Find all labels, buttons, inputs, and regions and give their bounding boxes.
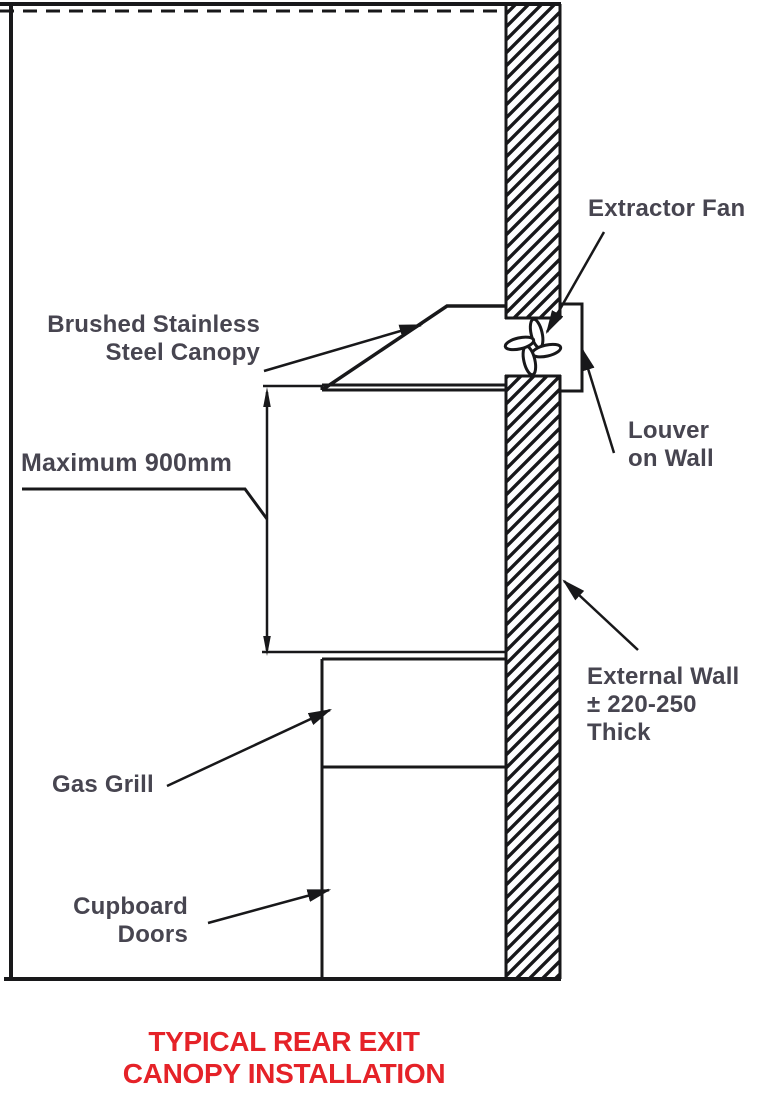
leader-extractor-fan <box>545 231 606 334</box>
gas-grill-label: Gas Grill <box>52 771 154 799</box>
external-wall-label: External Wall ± 220-250 Thick <box>587 663 739 747</box>
leader-cupboard-doors <box>207 888 332 925</box>
maximum-900mm-label: Maximum 900mm <box>21 449 232 477</box>
leader-external-wall <box>562 579 639 651</box>
top-boundary-line <box>0 2 561 13</box>
leader-canopy <box>263 323 424 373</box>
louver-outline <box>560 302 584 393</box>
grill-cabinet-outline <box>320 657 506 979</box>
louver-label: Louver on Wall <box>628 417 714 473</box>
dimension-900mm <box>22 384 505 656</box>
external-wall <box>504 4 562 979</box>
leader-gas-grill <box>166 708 333 788</box>
diagram-title: TYPICAL REAR EXIT CANOPY INSTALLATION <box>103 1026 465 1090</box>
cupboard-doors-label-line1: Cupboard <box>73 893 188 920</box>
diagram-title-line2: CANOPY INSTALLATION <box>122 1058 446 1089</box>
louver-label-line1: Louver <box>628 417 710 444</box>
extractor-fan-label-text: Extractor Fan <box>588 195 746 222</box>
canopy-label-line2: Steel Canopy <box>105 339 260 366</box>
cupboard-doors-label-line2: Doors <box>117 921 188 948</box>
maximum-900mm-label-text: Maximum 900mm <box>21 449 233 477</box>
cupboard-doors-label: Cupboard Doors <box>40 893 188 949</box>
canopy-label: Brushed Stainless Steel Canopy <box>40 311 260 367</box>
external-wall-label-line1: External Wall <box>587 663 740 690</box>
canopy-label-line1: Brushed Stainless <box>47 311 260 338</box>
louver-label-line2: on Wall <box>628 445 714 472</box>
extractor-fan-icon <box>503 317 563 377</box>
external-wall-label-line2: ± 220-250 <box>587 691 697 718</box>
leader-louver <box>580 346 616 454</box>
external-wall-label-line3: Thick <box>587 719 651 746</box>
diagram-title-line1: TYPICAL REAR EXIT <box>148 1026 420 1057</box>
canopy-outline <box>320 304 505 392</box>
gas-grill-label-text: Gas Grill <box>52 771 154 798</box>
extractor-fan-label: Extractor Fan <box>588 195 745 223</box>
